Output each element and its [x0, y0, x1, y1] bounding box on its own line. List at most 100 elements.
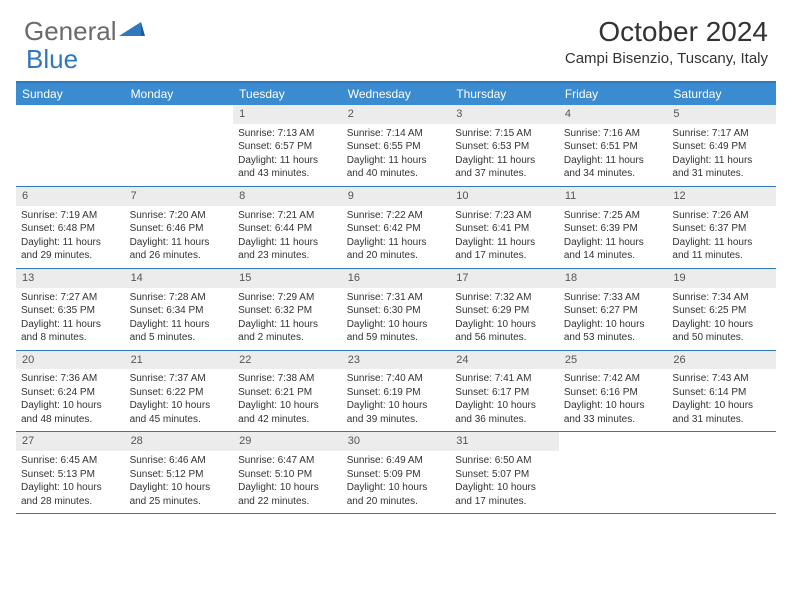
- sunrise-text: Sunrise: 7:33 AM: [564, 291, 663, 305]
- sunrise-text: Sunrise: 7:19 AM: [21, 209, 120, 223]
- sunrise-text: Sunrise: 7:37 AM: [130, 372, 229, 386]
- day-number: 4: [559, 105, 668, 124]
- dow-saturday: Saturday: [667, 83, 776, 105]
- day-cell: 18Sunrise: 7:33 AMSunset: 6:27 PMDayligh…: [559, 269, 668, 350]
- day-cell: 23Sunrise: 7:40 AMSunset: 6:19 PMDayligh…: [342, 351, 451, 432]
- day-body: Sunrise: 7:42 AMSunset: 6:16 PMDaylight:…: [559, 369, 668, 431]
- sunrise-text: Sunrise: 7:27 AM: [21, 291, 120, 305]
- day-body: Sunrise: 7:25 AMSunset: 6:39 PMDaylight:…: [559, 206, 668, 268]
- day-body: Sunrise: 7:14 AMSunset: 6:55 PMDaylight:…: [342, 124, 451, 186]
- daylight-text: Daylight: 11 hours and 17 minutes.: [455, 236, 554, 263]
- daylight-text: Daylight: 10 hours and 56 minutes.: [455, 318, 554, 345]
- sunrise-text: Sunrise: 7:41 AM: [455, 372, 554, 386]
- day-body: Sunrise: 7:26 AMSunset: 6:37 PMDaylight:…: [667, 206, 776, 268]
- day-cell: 9Sunrise: 7:22 AMSunset: 6:42 PMDaylight…: [342, 187, 451, 268]
- sunset-text: Sunset: 6:37 PM: [672, 222, 771, 236]
- logo-text-2: Blue: [26, 44, 78, 75]
- daylight-text: Daylight: 11 hours and 23 minutes.: [238, 236, 337, 263]
- day-cell: 26Sunrise: 7:43 AMSunset: 6:14 PMDayligh…: [667, 351, 776, 432]
- day-body: Sunrise: 7:43 AMSunset: 6:14 PMDaylight:…: [667, 369, 776, 431]
- day-cell: 25Sunrise: 7:42 AMSunset: 6:16 PMDayligh…: [559, 351, 668, 432]
- day-cell: 28Sunrise: 6:46 AMSunset: 5:12 PMDayligh…: [125, 432, 234, 513]
- day-body: Sunrise: 7:31 AMSunset: 6:30 PMDaylight:…: [342, 288, 451, 350]
- day-number: 16: [342, 269, 451, 288]
- logo-triangle-icon: [119, 14, 145, 45]
- sunrise-text: Sunrise: 6:46 AM: [130, 454, 229, 468]
- day-number: 20: [16, 351, 125, 370]
- sunset-text: Sunset: 6:19 PM: [347, 386, 446, 400]
- day-number: 25: [559, 351, 668, 370]
- empty-cell: .: [125, 105, 234, 186]
- sunset-text: Sunset: 6:46 PM: [130, 222, 229, 236]
- sunrise-text: Sunrise: 7:17 AM: [672, 127, 771, 141]
- daylight-text: Daylight: 10 hours and 28 minutes.: [21, 481, 120, 508]
- week-row: 6Sunrise: 7:19 AMSunset: 6:48 PMDaylight…: [16, 187, 776, 269]
- day-number: 7: [125, 187, 234, 206]
- sunset-text: Sunset: 6:17 PM: [455, 386, 554, 400]
- day-body: Sunrise: 7:21 AMSunset: 6:44 PMDaylight:…: [233, 206, 342, 268]
- sunrise-text: Sunrise: 7:25 AM: [564, 209, 663, 223]
- daylight-text: Daylight: 11 hours and 37 minutes.: [455, 154, 554, 181]
- sunrise-text: Sunrise: 7:28 AM: [130, 291, 229, 305]
- day-number: 21: [125, 351, 234, 370]
- day-cell: 30Sunrise: 6:49 AMSunset: 5:09 PMDayligh…: [342, 432, 451, 513]
- daylight-text: Daylight: 10 hours and 39 minutes.: [347, 399, 446, 426]
- day-number: 1: [233, 105, 342, 124]
- day-cell: 5Sunrise: 7:17 AMSunset: 6:49 PMDaylight…: [667, 105, 776, 186]
- day-body: Sunrise: 7:28 AMSunset: 6:34 PMDaylight:…: [125, 288, 234, 350]
- sunrise-text: Sunrise: 7:16 AM: [564, 127, 663, 141]
- sunrise-text: Sunrise: 7:14 AM: [347, 127, 446, 141]
- sunrise-text: Sunrise: 7:22 AM: [347, 209, 446, 223]
- sunset-text: Sunset: 6:16 PM: [564, 386, 663, 400]
- dow-thursday: Thursday: [450, 83, 559, 105]
- sunrise-text: Sunrise: 7:36 AM: [21, 372, 120, 386]
- sunrise-text: Sunrise: 7:23 AM: [455, 209, 554, 223]
- sunrise-text: Sunrise: 7:20 AM: [130, 209, 229, 223]
- sunrise-text: Sunrise: 7:31 AM: [347, 291, 446, 305]
- day-cell: 4Sunrise: 7:16 AMSunset: 6:51 PMDaylight…: [559, 105, 668, 186]
- sunset-text: Sunset: 6:25 PM: [672, 304, 771, 318]
- week-row: 20Sunrise: 7:36 AMSunset: 6:24 PMDayligh…: [16, 351, 776, 433]
- dow-friday: Friday: [559, 83, 668, 105]
- day-cell: 14Sunrise: 7:28 AMSunset: 6:34 PMDayligh…: [125, 269, 234, 350]
- day-number: 24: [450, 351, 559, 370]
- day-body: Sunrise: 7:27 AMSunset: 6:35 PMDaylight:…: [16, 288, 125, 350]
- day-number: 5: [667, 105, 776, 124]
- daylight-text: Daylight: 11 hours and 20 minutes.: [347, 236, 446, 263]
- day-number: 2: [342, 105, 451, 124]
- day-number: 29: [233, 432, 342, 451]
- day-body: Sunrise: 6:50 AMSunset: 5:07 PMDaylight:…: [450, 451, 559, 513]
- sunset-text: Sunset: 5:09 PM: [347, 468, 446, 482]
- sunrise-text: Sunrise: 7:21 AM: [238, 209, 337, 223]
- day-cell: 1Sunrise: 7:13 AMSunset: 6:57 PMDaylight…: [233, 105, 342, 186]
- day-number: 6: [16, 187, 125, 206]
- day-cell: 21 Sunrise: 7:37 AMSunset: 6:22 PMDayligh…: [125, 351, 234, 432]
- sunset-text: Sunset: 6:29 PM: [455, 304, 554, 318]
- sunset-text: Sunset: 6:51 PM: [564, 140, 663, 154]
- day-cell: 27Sunrise: 6:45 AMSunset: 5:13 PMDayligh…: [16, 432, 125, 513]
- day-cell: 22Sunrise: 7:38 AMSunset: 6:21 PMDayligh…: [233, 351, 342, 432]
- day-number: 22: [233, 351, 342, 370]
- day-number: 15: [233, 269, 342, 288]
- sunset-text: Sunset: 6:21 PM: [238, 386, 337, 400]
- sunset-text: Sunset: 6:32 PM: [238, 304, 337, 318]
- day-body: Sunrise: 7:23 AMSunset: 6:41 PMDaylight:…: [450, 206, 559, 268]
- day-cell: 15Sunrise: 7:29 AMSunset: 6:32 PMDayligh…: [233, 269, 342, 350]
- day-cell: 12Sunrise: 7:26 AMSunset: 6:37 PMDayligh…: [667, 187, 776, 268]
- day-number: 28: [125, 432, 234, 451]
- day-number: 23: [342, 351, 451, 370]
- day-number: 26: [667, 351, 776, 370]
- sunrise-text: Sunrise: 7:32 AM: [455, 291, 554, 305]
- daylight-text: Daylight: 10 hours and 45 minutes.: [130, 399, 229, 426]
- day-cell: 16Sunrise: 7:31 AMSunset: 6:30 PMDayligh…: [342, 269, 451, 350]
- day-number: 27: [16, 432, 125, 451]
- daylight-text: Daylight: 10 hours and 50 minutes.: [672, 318, 771, 345]
- day-body: Sunrise: 7:20 AMSunset: 6:46 PMDaylight:…: [125, 206, 234, 268]
- sunset-text: Sunset: 6:27 PM: [564, 304, 663, 318]
- day-cell: 6Sunrise: 7:19 AMSunset: 6:48 PMDaylight…: [16, 187, 125, 268]
- day-body: Sunrise: 7:29 AMSunset: 6:32 PMDaylight:…: [233, 288, 342, 350]
- sunset-text: Sunset: 6:22 PM: [130, 386, 229, 400]
- daylight-text: Daylight: 10 hours and 20 minutes.: [347, 481, 446, 508]
- day-body: Sunrise: 7:33 AMSunset: 6:27 PMDaylight:…: [559, 288, 668, 350]
- sunset-text: Sunset: 5:12 PM: [130, 468, 229, 482]
